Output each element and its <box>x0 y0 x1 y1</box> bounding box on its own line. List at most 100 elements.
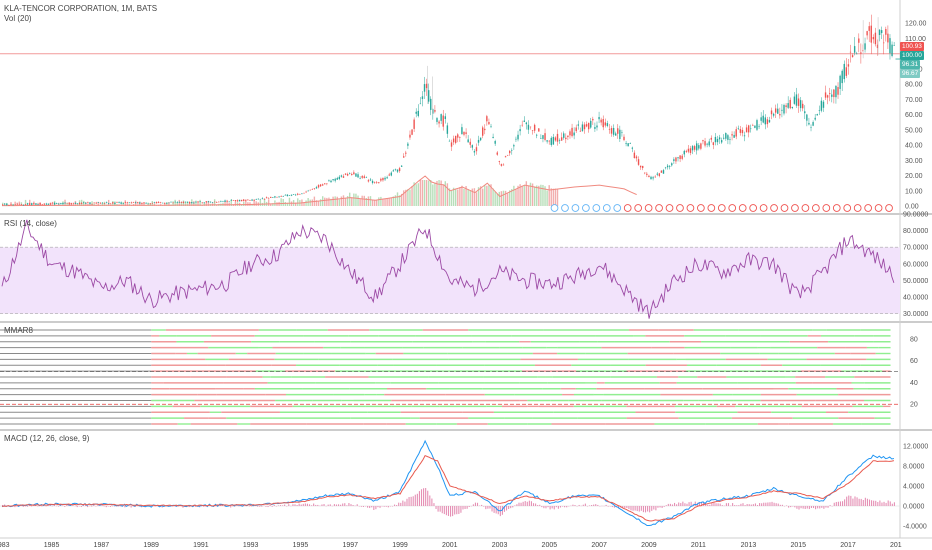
macd-histogram-bar <box>259 506 261 507</box>
candle-body <box>376 182 378 183</box>
volume-bar <box>415 184 417 206</box>
rsi-tick-label: 30.0000 <box>903 311 928 318</box>
macd-histogram-bar <box>877 502 879 506</box>
candle-body <box>652 177 654 179</box>
candle-body <box>583 124 586 130</box>
volume-bar <box>344 198 347 206</box>
macd-histogram-bar <box>593 504 595 506</box>
volume-bar <box>51 201 54 206</box>
candle-body <box>74 202 77 204</box>
macd-histogram-bar <box>311 505 313 506</box>
macd-histogram-bar <box>887 500 889 506</box>
candle-body <box>141 202 143 204</box>
volume-bar <box>536 185 538 206</box>
volume-bar <box>475 192 478 206</box>
candle-body <box>436 118 438 122</box>
macd-histogram-bar <box>441 506 443 514</box>
macd-histogram-bar <box>460 506 462 513</box>
volume-bar <box>97 201 99 206</box>
candle-body <box>747 125 750 133</box>
candle-body <box>238 199 241 202</box>
macd-histogram-bar <box>537 505 539 506</box>
candle-body <box>380 178 382 181</box>
candle-body <box>288 195 291 196</box>
mmar-tick-label: 20 <box>910 402 918 409</box>
candle-body <box>336 178 338 180</box>
candle-body <box>506 154 509 156</box>
macd-histogram-bar <box>510 506 512 509</box>
candle-body <box>457 134 459 138</box>
candle-body <box>829 93 831 95</box>
macd-histogram-bar <box>418 491 420 506</box>
macd-histogram-bar <box>468 506 470 508</box>
volume-bar <box>473 188 476 206</box>
macd-histogram-bar <box>267 506 269 508</box>
candle-body <box>240 199 243 202</box>
candle-body <box>523 120 525 122</box>
candle-body <box>10 204 12 206</box>
volume-bar <box>176 202 178 206</box>
volume-bar <box>436 180 438 206</box>
volume-bar <box>444 181 446 206</box>
macd-histogram-bar <box>611 506 613 508</box>
volume-bar <box>180 202 183 206</box>
candle-body <box>430 98 432 110</box>
candle-body <box>718 137 721 140</box>
volume-marker <box>843 204 852 212</box>
candle-body <box>585 124 588 127</box>
volume-marker <box>644 204 653 212</box>
macd-histogram-bar <box>678 502 680 506</box>
candle-body <box>224 200 226 202</box>
x-tick-label: 1983 <box>0 542 10 549</box>
macd-histogram-bar <box>481 504 483 506</box>
candle-body <box>228 201 230 203</box>
macd-histogram-bar <box>545 506 547 509</box>
volume-bar <box>376 200 378 206</box>
candle-body <box>870 25 872 43</box>
macd-histogram-bar <box>852 498 854 506</box>
macd-histogram-bar <box>236 504 238 506</box>
macd-histogram-bar <box>443 506 445 515</box>
macd-histogram-bar <box>350 504 352 506</box>
candle-body <box>600 119 602 123</box>
candle-body <box>833 89 835 98</box>
volume-bar <box>417 183 419 206</box>
candle-body <box>525 122 528 125</box>
candle-body <box>222 201 224 203</box>
candle-body <box>565 137 567 140</box>
macd-histogram-bar <box>829 505 831 506</box>
candle-body <box>552 136 555 145</box>
macd-histogram-bar <box>367 506 369 508</box>
candle-body <box>276 196 278 198</box>
candle-body <box>392 170 395 172</box>
macd-histogram-bar <box>474 502 476 506</box>
candle-body <box>303 192 305 194</box>
macd-histogram-bar <box>837 501 839 506</box>
volume-marker <box>759 204 768 212</box>
candle-body <box>490 126 492 127</box>
candle-body <box>4 203 6 205</box>
macd-histogram-bar <box>856 497 858 506</box>
candle-body <box>442 115 444 127</box>
volume-bar <box>305 200 307 206</box>
volume-bar <box>267 199 270 206</box>
macd-histogram-bar <box>439 506 441 512</box>
macd-histogram-bar <box>777 503 779 506</box>
macd-histogram-bar <box>591 505 593 506</box>
volume-bar <box>122 202 124 206</box>
candle-body <box>824 92 827 98</box>
candle-body <box>189 201 191 204</box>
macd-histogram-bar <box>304 503 306 506</box>
candle-body <box>307 190 309 192</box>
candle-body <box>826 95 829 98</box>
volume-bar <box>502 190 505 206</box>
candle-body <box>488 121 490 125</box>
candle-body <box>359 178 361 179</box>
rsi-tick-label: 70.0000 <box>903 245 928 252</box>
volume-marker <box>864 204 872 212</box>
candle-body <box>461 127 463 135</box>
macd-histogram-bar <box>719 503 721 506</box>
macd-histogram-bar <box>771 501 773 506</box>
candle-body <box>349 173 351 174</box>
